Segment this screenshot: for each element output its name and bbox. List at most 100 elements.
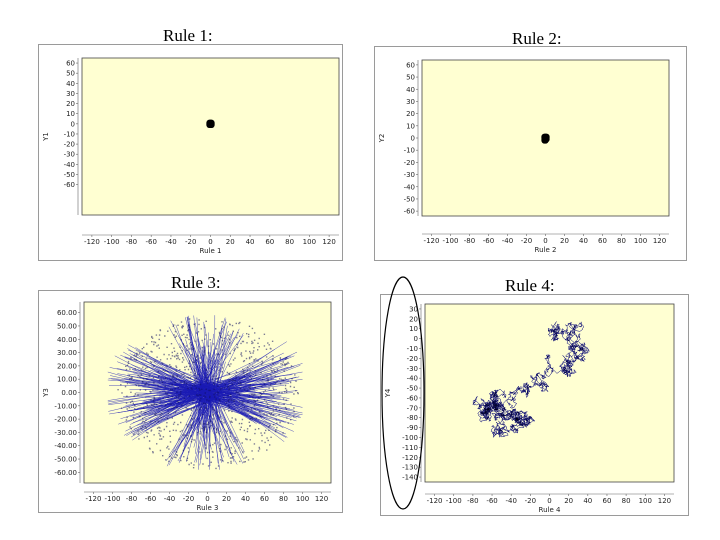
- x-tick-label: 120: [315, 495, 328, 503]
- data-marks: [206, 119, 215, 129]
- y-tick-label: -40.00: [54, 442, 77, 450]
- y-tick-label: -50: [64, 171, 75, 179]
- x-tick-label: -120: [86, 495, 102, 503]
- y-tick-label: 30: [409, 305, 418, 313]
- y-tick-label: 10: [409, 325, 418, 333]
- chart-rule-3: 60.00 50.00 40.00 30.00 20.00 10.00 0.00 -10.00…: [38, 290, 343, 513]
- x-tick-label: 80: [622, 497, 631, 505]
- y-tick-label: 10: [66, 110, 75, 118]
- y-tick-label: 0.00: [61, 389, 77, 397]
- y-axis-label: Y1: [42, 132, 50, 142]
- x-tick-label: 20: [560, 237, 569, 245]
- chart-panel-rule-2: 60 50 40 30 20 10 0 -10 -20 -30 -40 -50 -60 Y2 -120 -10…: [374, 46, 687, 261]
- y-tick-label: 50: [406, 74, 415, 82]
- x-tick-label: -20: [521, 237, 532, 245]
- y-tick-label: -120: [402, 454, 418, 462]
- x-tick-label: -120: [427, 497, 443, 505]
- x-tick-label: -80: [126, 495, 137, 503]
- x-tick-label: -40: [502, 237, 513, 245]
- x-tick-label: 0: [205, 495, 209, 503]
- x-tick-label: 80: [279, 495, 288, 503]
- x-tick-label: 100: [634, 237, 647, 245]
- x-tick-label: 40: [241, 495, 250, 503]
- walk-spikes: [107, 315, 303, 470]
- chart-panel-rule-3: 60.00 50.00 40.00 30.00 20.00 10.00 0.00 -10.00…: [38, 290, 343, 513]
- y-tick-label: 40: [406, 86, 415, 94]
- y-tick-label: -130: [402, 464, 418, 472]
- x-tick-label: 20: [222, 495, 231, 503]
- y-tick-label: -20: [404, 159, 415, 167]
- x-tick-label: -40: [505, 497, 516, 505]
- y-tick-label: 50.00: [57, 322, 77, 330]
- x-axis-label: Rule 4: [539, 506, 561, 514]
- y-tick-label: -10: [404, 147, 415, 155]
- y-tick-label: 0: [414, 335, 418, 343]
- y-tick-label: -90: [407, 424, 418, 432]
- y-tick-label: 30: [406, 98, 415, 106]
- x-tick-label: -60: [486, 497, 497, 505]
- x-tick-label: -40: [164, 495, 175, 503]
- data-point: [206, 120, 213, 128]
- title-rule-2: Rule 2:: [512, 29, 562, 48]
- x-tick-label: 0: [547, 497, 551, 505]
- y-tick-label: 0: [411, 135, 415, 143]
- y-tick-label: -60: [404, 208, 415, 216]
- y-tick-label: -30: [407, 365, 418, 373]
- x-tick-label: 100: [639, 497, 652, 505]
- y-tick-label: -60: [407, 394, 418, 402]
- y-tick-label: 10: [406, 122, 415, 130]
- x-tick-label: -60: [145, 238, 156, 246]
- y-tick-label: -30.00: [54, 429, 77, 437]
- x-tick-label: -60: [145, 495, 156, 503]
- data-marks: [541, 133, 550, 144]
- x-tick-label: 0: [543, 237, 547, 245]
- y-tick-label: -30: [64, 151, 75, 159]
- walk-path-overlay: [472, 321, 590, 438]
- x-axis-label: Rule 3: [197, 504, 219, 512]
- x-tick-label: -100: [446, 497, 462, 505]
- x-tick-label: 60: [603, 497, 612, 505]
- y-tick-label: -140: [402, 474, 418, 482]
- x-tick-label: -100: [104, 238, 120, 246]
- y-tick-label: 40.00: [57, 336, 77, 344]
- y-tick-label: -80: [407, 414, 418, 422]
- x-tick-label: 40: [246, 238, 255, 246]
- y-tick-label: 50: [66, 70, 75, 78]
- y-tick-label: -20: [64, 141, 75, 149]
- y-tick-label: -40: [64, 161, 75, 169]
- y-tick-label: -30: [404, 171, 415, 179]
- x-tick-label: -80: [467, 497, 478, 505]
- title-rule-1: Rule 1:: [163, 26, 213, 45]
- y-tick-label: 10.00: [57, 376, 77, 384]
- y-axis-label: Y3: [42, 388, 50, 398]
- y-tick-label: -50: [407, 385, 418, 393]
- y-tick-label: 0: [71, 120, 75, 128]
- y-tick-label: -40: [407, 375, 418, 383]
- x-tick-label: 120: [653, 237, 666, 245]
- title-rule-4: Rule 4:: [505, 276, 555, 295]
- data-marks: [472, 321, 590, 439]
- y-tick-label: 30.00: [57, 349, 77, 357]
- x-tick-label: -40: [165, 238, 176, 246]
- y-tick-label: 60: [66, 60, 75, 68]
- x-tick-label: 60: [260, 495, 269, 503]
- x-tick-label: 120: [322, 238, 335, 246]
- plot-area: [81, 57, 340, 216]
- y-tick-label: -10.00: [54, 402, 77, 410]
- y-axis-label: Y4: [384, 388, 392, 398]
- x-tick-label: -20: [183, 495, 194, 503]
- data-marks: [107, 315, 303, 470]
- y-tick-label: -60.00: [54, 469, 77, 477]
- x-tick-label: 0: [208, 238, 212, 246]
- y-tick-label: -20: [407, 355, 418, 363]
- x-axis-label: Rule 1: [200, 247, 222, 255]
- y-tick-label: -110: [402, 444, 418, 452]
- x-tick-label: -100: [105, 495, 121, 503]
- x-tick-label: 20: [226, 238, 235, 246]
- x-tick-label: -20: [525, 497, 536, 505]
- x-tick-label: 60: [265, 238, 274, 246]
- chart-rule-4: 3020100-10-20-30-40-50-60-70-80-90-100-1…: [380, 294, 689, 516]
- x-tick-label: 100: [296, 495, 309, 503]
